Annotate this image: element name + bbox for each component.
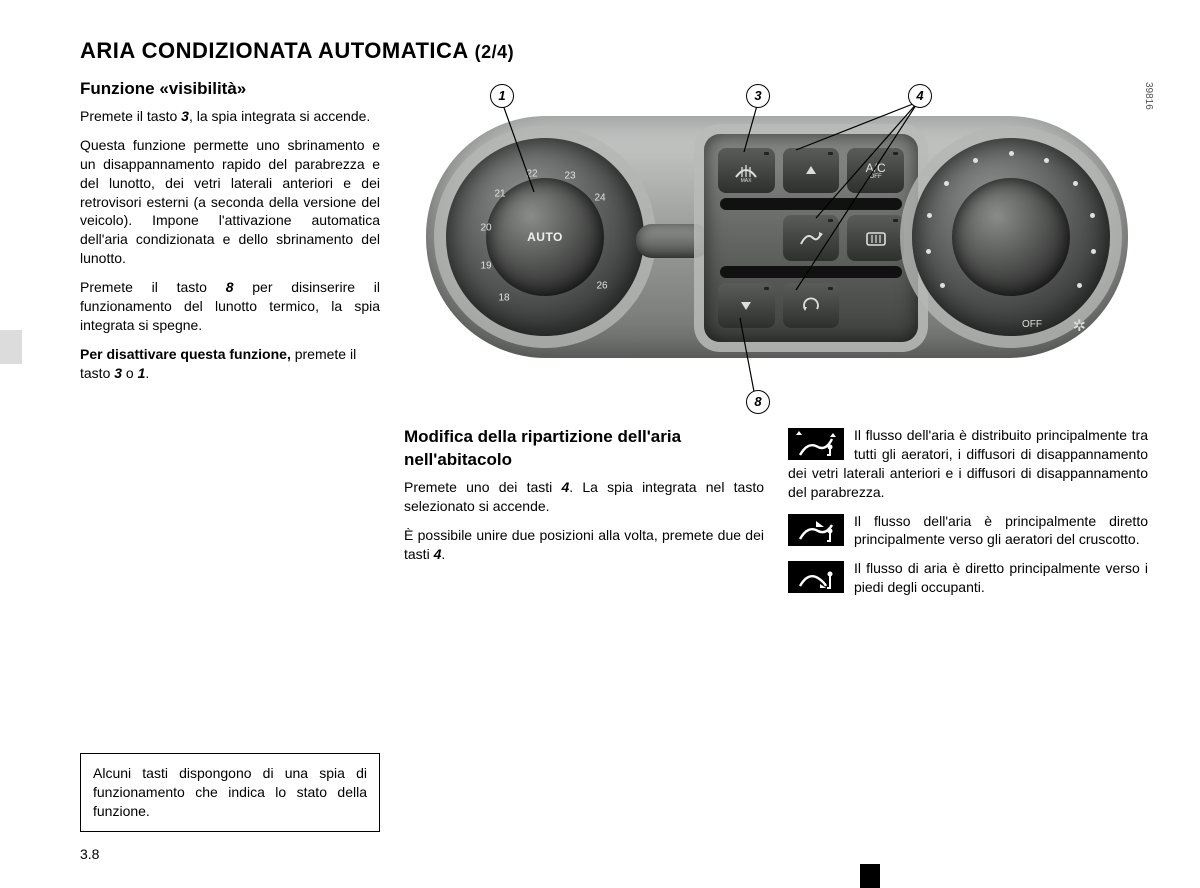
c1-p1: Premete il tasto 3, la spia integrata si… bbox=[80, 107, 380, 126]
heading-distribution: Modifica della ripartizione dell'aria ne… bbox=[404, 426, 764, 472]
vent-slot-upper bbox=[720, 198, 902, 210]
page-title: ARIA CONDIZIONATA AUTOMATICA (2/4) bbox=[80, 38, 1150, 64]
callout-3: 3 bbox=[746, 84, 770, 108]
title-text: ARIA CONDIZIONATA AUTOMATICA bbox=[80, 38, 468, 63]
page-side-tab bbox=[0, 330, 22, 364]
ac-button[interactable]: A/COFF bbox=[847, 148, 904, 193]
c2-p1: Premete uno dei tasti 4. La spia integra… bbox=[404, 478, 764, 516]
recirc-button[interactable] bbox=[783, 283, 840, 328]
fan-icon: ✲ bbox=[1073, 316, 1086, 336]
c1-p4: Per disattivare questa funzione, premete… bbox=[80, 345, 380, 383]
air-dash-button[interactable] bbox=[783, 215, 840, 260]
c2-p2: È possibile unire due posizioni alla vol… bbox=[404, 526, 764, 564]
column-left: Funzione «visibilità» Premete il tasto 3… bbox=[80, 78, 380, 607]
climate-panel-diagram: AUTO 1819202122232426 MAX A/COFF bbox=[420, 80, 1132, 410]
thumb-tab bbox=[860, 864, 880, 888]
auto-label: AUTO bbox=[527, 230, 563, 244]
dist-row-feet: Il flusso di aria è diretto principalmen… bbox=[788, 559, 1148, 597]
airflow-all-icon bbox=[788, 428, 844, 460]
heading-visibility: Funzione «visibilità» bbox=[80, 78, 380, 101]
button-cluster: MAX A/COFF bbox=[704, 134, 918, 342]
c1-p3: Premete il tasto 8 per disinserire il fu… bbox=[80, 278, 380, 335]
airflow-dash-icon bbox=[788, 514, 844, 546]
photo-reference: 39816 bbox=[1143, 82, 1154, 110]
title-part: (2/4) bbox=[475, 42, 515, 62]
fan-dial[interactable] bbox=[912, 138, 1110, 336]
page-number: 3.8 bbox=[80, 846, 99, 862]
note-box: Alcuni tasti dispongono di una spia di f… bbox=[80, 753, 380, 832]
off-label: OFF bbox=[1022, 319, 1042, 330]
c1-p2: Questa funzione permette uno sbrinamento… bbox=[80, 136, 380, 268]
airflow-feet-icon bbox=[788, 561, 844, 593]
climate-panel: AUTO 1819202122232426 MAX A/COFF bbox=[426, 116, 1128, 358]
dist-dash-text: Il flusso dell'aria è principalmente dir… bbox=[854, 513, 1148, 548]
air-down-button[interactable] bbox=[718, 283, 775, 328]
defrost-max-button[interactable]: MAX bbox=[718, 148, 775, 193]
dist-row-dash: Il flusso dell'aria è principalmente dir… bbox=[788, 512, 1148, 550]
temperature-dial[interactable]: AUTO 1819202122232426 bbox=[446, 138, 644, 336]
callout-4: 4 bbox=[908, 84, 932, 108]
vent-slot-lower bbox=[720, 266, 902, 278]
rear-defrost-button[interactable] bbox=[847, 215, 904, 260]
callout-8: 8 bbox=[746, 390, 770, 414]
svg-text:MAX: MAX bbox=[741, 178, 753, 183]
panel-neck bbox=[636, 224, 710, 258]
dist-feet-text: Il flusso di aria è diretto principalmen… bbox=[854, 560, 1148, 595]
air-up-button[interactable] bbox=[783, 148, 840, 193]
callout-1: 1 bbox=[490, 84, 514, 108]
dist-row-all: Il flusso dell'aria è distribuito princi… bbox=[788, 426, 1148, 502]
